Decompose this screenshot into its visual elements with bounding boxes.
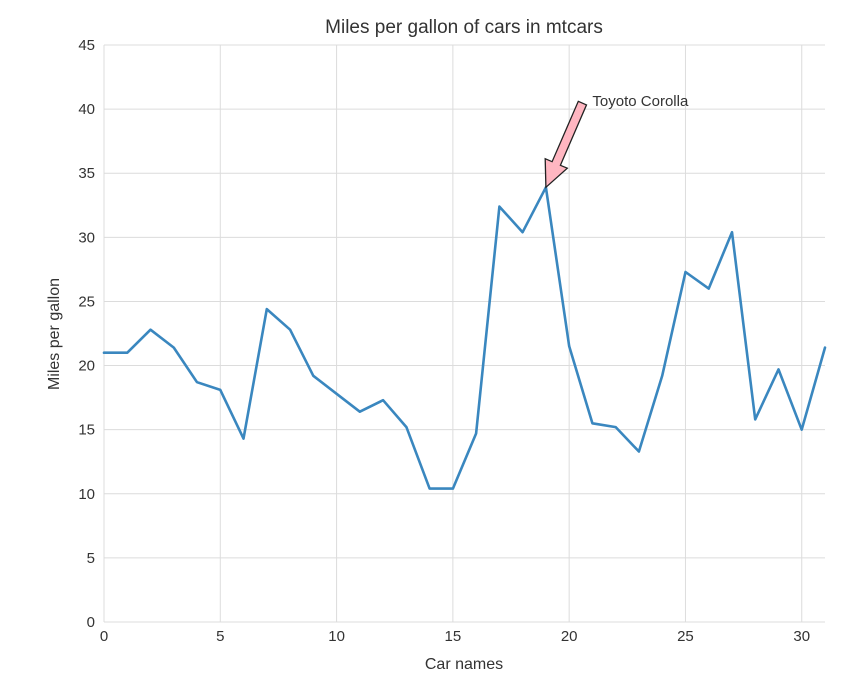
x-tick-label: 25: [677, 628, 694, 645]
x-tick-label: 5: [216, 628, 224, 645]
y-tick-label: 20: [78, 358, 95, 375]
y-tick-label: 10: [78, 486, 95, 503]
x-tick-label: 0: [100, 628, 108, 645]
x-axis-label: Car names: [425, 656, 503, 673]
y-tick-label: 30: [78, 229, 95, 246]
y-tick-label: 35: [78, 165, 95, 182]
y-tick-label: 15: [78, 422, 95, 439]
y-tick-label: 45: [78, 37, 95, 54]
x-tick-label: 15: [445, 628, 462, 645]
y-axis-label: Miles per gallon: [46, 278, 63, 390]
y-tick-label: 25: [78, 293, 95, 310]
x-tick-label: 20: [561, 628, 578, 645]
chart-title: Miles per gallon of cars in mtcars: [325, 17, 603, 38]
x-tick-label: 30: [793, 628, 810, 645]
y-tick-label: 0: [87, 614, 95, 631]
y-tick-label: 40: [78, 101, 95, 118]
annotation-label: Toyoto Corolla: [592, 93, 689, 110]
x-tick-label: 10: [328, 628, 345, 645]
y-tick-label: 5: [87, 550, 95, 567]
